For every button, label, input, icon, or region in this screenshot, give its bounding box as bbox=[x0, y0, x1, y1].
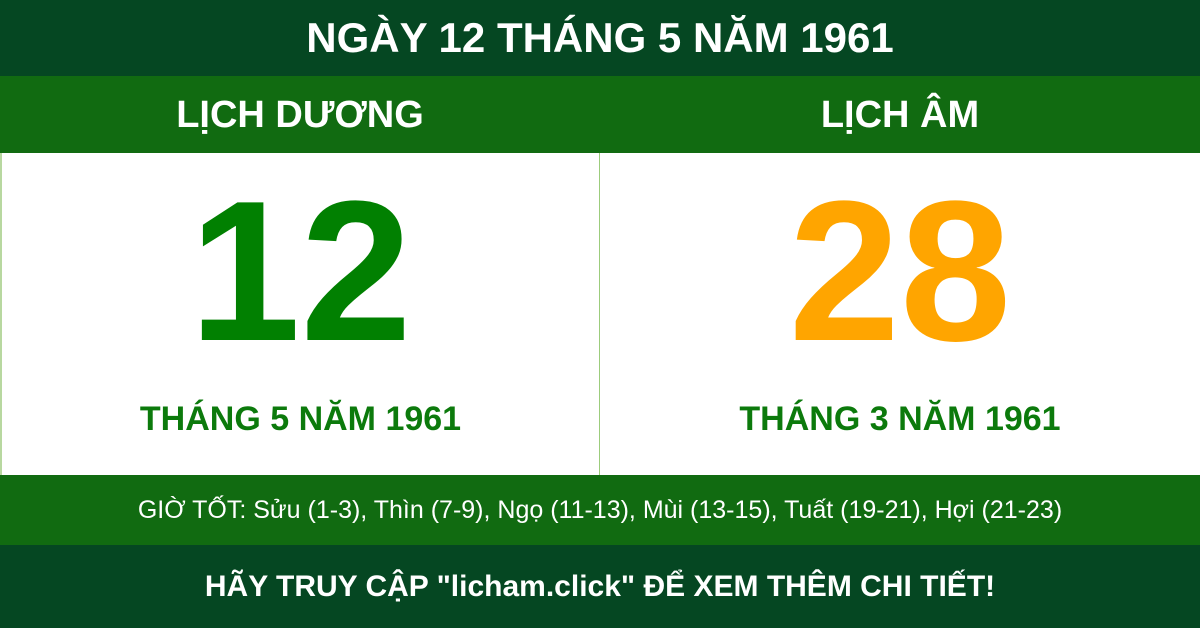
solar-heading: LỊCH DƯƠNG bbox=[176, 93, 424, 136]
calendar-body: 12 THÁNG 5 NĂM 1961 28 THÁNG 3 NĂM 1961 bbox=[0, 153, 1200, 475]
solar-month-year: THÁNG 5 NĂM 1961 bbox=[139, 400, 462, 438]
solar-column: 12 THÁNG 5 NĂM 1961 bbox=[0, 153, 600, 475]
page-title: NGÀY 12 THÁNG 5 NĂM 1961 bbox=[0, 0, 1200, 76]
lunar-day: 28 bbox=[788, 160, 1012, 383]
calendar-headings: LỊCH DƯƠNG LỊCH ÂM bbox=[0, 76, 1200, 153]
lunar-heading: LỊCH ÂM bbox=[820, 93, 980, 136]
lunar-column: 28 THÁNG 3 NĂM 1961 bbox=[600, 153, 1200, 475]
solar-day: 12 bbox=[189, 160, 412, 383]
footer-cta: HÃY TRUY CẬP "licham.click" ĐỂ XEM THÊM … bbox=[0, 545, 1200, 628]
lunar-month-year: THÁNG 3 NĂM 1961 bbox=[739, 400, 1061, 438]
good-hours: GIỜ TỐT: Sửu (1-3), Thìn (7-9), Ngọ (11-… bbox=[0, 475, 1200, 545]
